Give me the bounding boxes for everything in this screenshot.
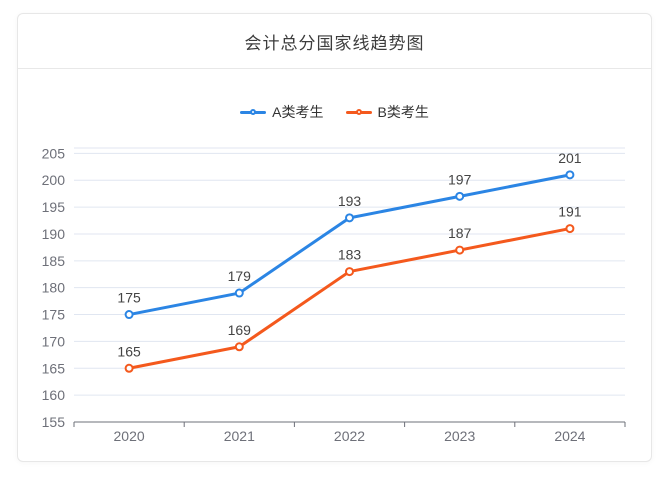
legend-ring-icon <box>355 109 362 115</box>
y-axis-tick-label: 180 <box>42 280 66 296</box>
y-axis-tick-label: 155 <box>42 414 66 430</box>
data-point-label: 197 <box>448 171 472 187</box>
chart-legend: A类考生 B类考生 <box>18 102 651 122</box>
data-point[interactable] <box>124 363 134 373</box>
legend-ring-icon <box>250 109 257 115</box>
data-point-label: 193 <box>338 193 362 209</box>
y-axis-tick-label: 160 <box>42 387 66 403</box>
data-point-label: 179 <box>228 268 252 284</box>
legend-item[interactable]: A类考生 <box>240 102 324 122</box>
data-point[interactable] <box>455 245 465 255</box>
data-point[interactable] <box>345 213 354 223</box>
y-axis-tick-label: 170 <box>42 333 66 349</box>
data-point-label: 187 <box>448 225 472 241</box>
y-axis-tick-label: 195 <box>42 199 66 215</box>
legend-item[interactable]: B类考生 <box>345 102 429 122</box>
y-axis-tick-label: 200 <box>42 172 66 188</box>
chart-canvas[interactable]: 155 160 165 170 175 180 185 190 195 200 205 2020 202… <box>18 14 651 461</box>
data-point[interactable] <box>124 310 134 320</box>
y-axis-tick-label: 185 <box>42 253 66 269</box>
chart-card: 会计总分国家线趋势图 A类考生 B类考生 155 160 165 170 175 180 18… <box>17 13 652 462</box>
x-axis-tick-label: 2023 <box>444 428 475 444</box>
x-axis-tick-label: 2021 <box>224 428 255 444</box>
y-axis-tick-label: 165 <box>42 360 66 376</box>
data-point[interactable] <box>565 224 575 234</box>
x-axis-tick-label: 2020 <box>114 428 145 444</box>
y-axis-tick-label: 190 <box>42 226 66 242</box>
y-axis-tick-label: 205 <box>42 145 66 161</box>
legend-line-marker-icon <box>345 106 372 118</box>
data-point[interactable] <box>234 342 244 352</box>
chart-header: 会计总分国家线趋势图 <box>18 14 651 69</box>
data-point[interactable] <box>345 267 354 277</box>
data-point[interactable] <box>455 191 465 201</box>
data-point-label: 175 <box>117 290 141 306</box>
data-point[interactable] <box>234 288 244 298</box>
data-point-label: 201 <box>558 150 582 166</box>
data-point-label: 165 <box>117 343 141 359</box>
data-point-label: 169 <box>228 322 252 338</box>
chart-title: 会计总分国家线趋势图 <box>244 33 425 53</box>
legend-item-label: A类考生 <box>272 104 324 120</box>
x-axis-tick-label: 2024 <box>554 428 585 444</box>
legend-line-marker-icon <box>240 106 267 118</box>
data-point-label: 191 <box>558 204 582 220</box>
legend-item-label: B类考生 <box>377 104 429 120</box>
data-point-label: 183 <box>338 247 362 263</box>
x-axis-tick-label: 2022 <box>334 428 365 444</box>
y-axis-tick-label: 175 <box>42 307 66 323</box>
data-point[interactable] <box>565 170 575 180</box>
